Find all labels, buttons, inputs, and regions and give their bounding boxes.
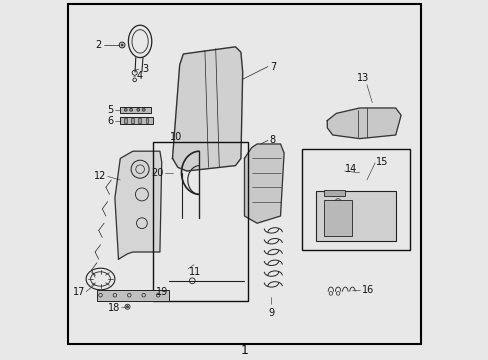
Text: 6: 6 — [107, 116, 113, 126]
Bar — [138, 118, 141, 123]
Bar — [323, 190, 345, 196]
Bar — [323, 200, 352, 236]
Circle shape — [142, 108, 145, 111]
Text: 7: 7 — [269, 62, 275, 72]
Polygon shape — [244, 144, 284, 223]
Text: 17: 17 — [73, 287, 85, 297]
Bar — [97, 290, 168, 301]
Text: 9: 9 — [268, 308, 274, 318]
Polygon shape — [115, 151, 162, 259]
Text: 8: 8 — [269, 135, 275, 145]
Text: 5: 5 — [107, 105, 113, 115]
Text: 14: 14 — [345, 164, 357, 174]
Text: 16: 16 — [361, 285, 373, 295]
Circle shape — [121, 44, 123, 46]
Bar — [120, 117, 152, 124]
Bar — [123, 118, 126, 123]
Bar — [131, 118, 134, 123]
Text: 4: 4 — [136, 71, 142, 81]
Text: 18: 18 — [108, 303, 120, 313]
Text: 13: 13 — [356, 73, 368, 83]
Polygon shape — [326, 108, 400, 139]
Circle shape — [126, 306, 128, 308]
Text: 1: 1 — [240, 345, 248, 357]
Bar — [152, 142, 247, 301]
Bar — [145, 118, 148, 123]
Text: 2: 2 — [95, 40, 102, 50]
Text: 19: 19 — [155, 287, 167, 297]
Polygon shape — [172, 47, 242, 171]
Text: 20: 20 — [151, 168, 163, 178]
Text: 15: 15 — [375, 157, 387, 167]
Text: 3: 3 — [142, 64, 148, 74]
Circle shape — [129, 108, 132, 111]
Text: 10: 10 — [170, 132, 182, 142]
Text: 11: 11 — [188, 267, 201, 277]
Bar — [302, 149, 409, 250]
Circle shape — [137, 108, 140, 111]
Text: 12: 12 — [93, 171, 106, 181]
Bar — [120, 107, 151, 113]
Bar — [316, 191, 395, 241]
Circle shape — [124, 108, 127, 111]
